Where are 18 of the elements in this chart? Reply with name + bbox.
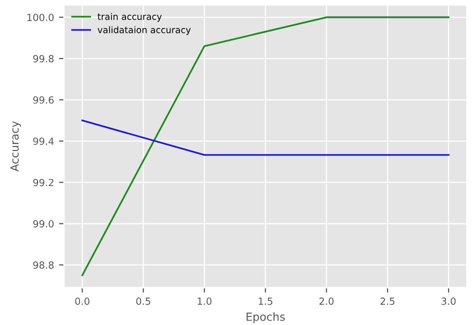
y-tick-label: 100.0: [28, 14, 54, 22]
x-tick-label: 2.5: [380, 298, 394, 305]
legend-label: train accuracy: [98, 13, 162, 22]
y-tick-label: 99.8: [33, 55, 54, 62]
y-tick-label: 99.2: [33, 178, 54, 186]
y-axis-title: Accuracy: [10, 121, 21, 172]
y-tick-label: 99.0: [33, 220, 54, 228]
x-tick-label: 0.5: [136, 298, 150, 305]
x-tick-label: 1.0: [198, 298, 212, 305]
y-tick-label: 99.4: [33, 138, 54, 145]
x-axis-title: Epochs: [246, 312, 285, 324]
x-tick-label: 1.5: [258, 298, 272, 305]
legend-label: validataion accuracy: [98, 26, 191, 35]
x-tick-label: 0.0: [75, 298, 90, 305]
x-tick-label: 2.0: [319, 298, 334, 305]
y-tick-label: 99.6: [33, 96, 54, 104]
y-tick-label: 98.8: [33, 261, 54, 269]
x-tick-label: 3.0: [442, 298, 456, 305]
